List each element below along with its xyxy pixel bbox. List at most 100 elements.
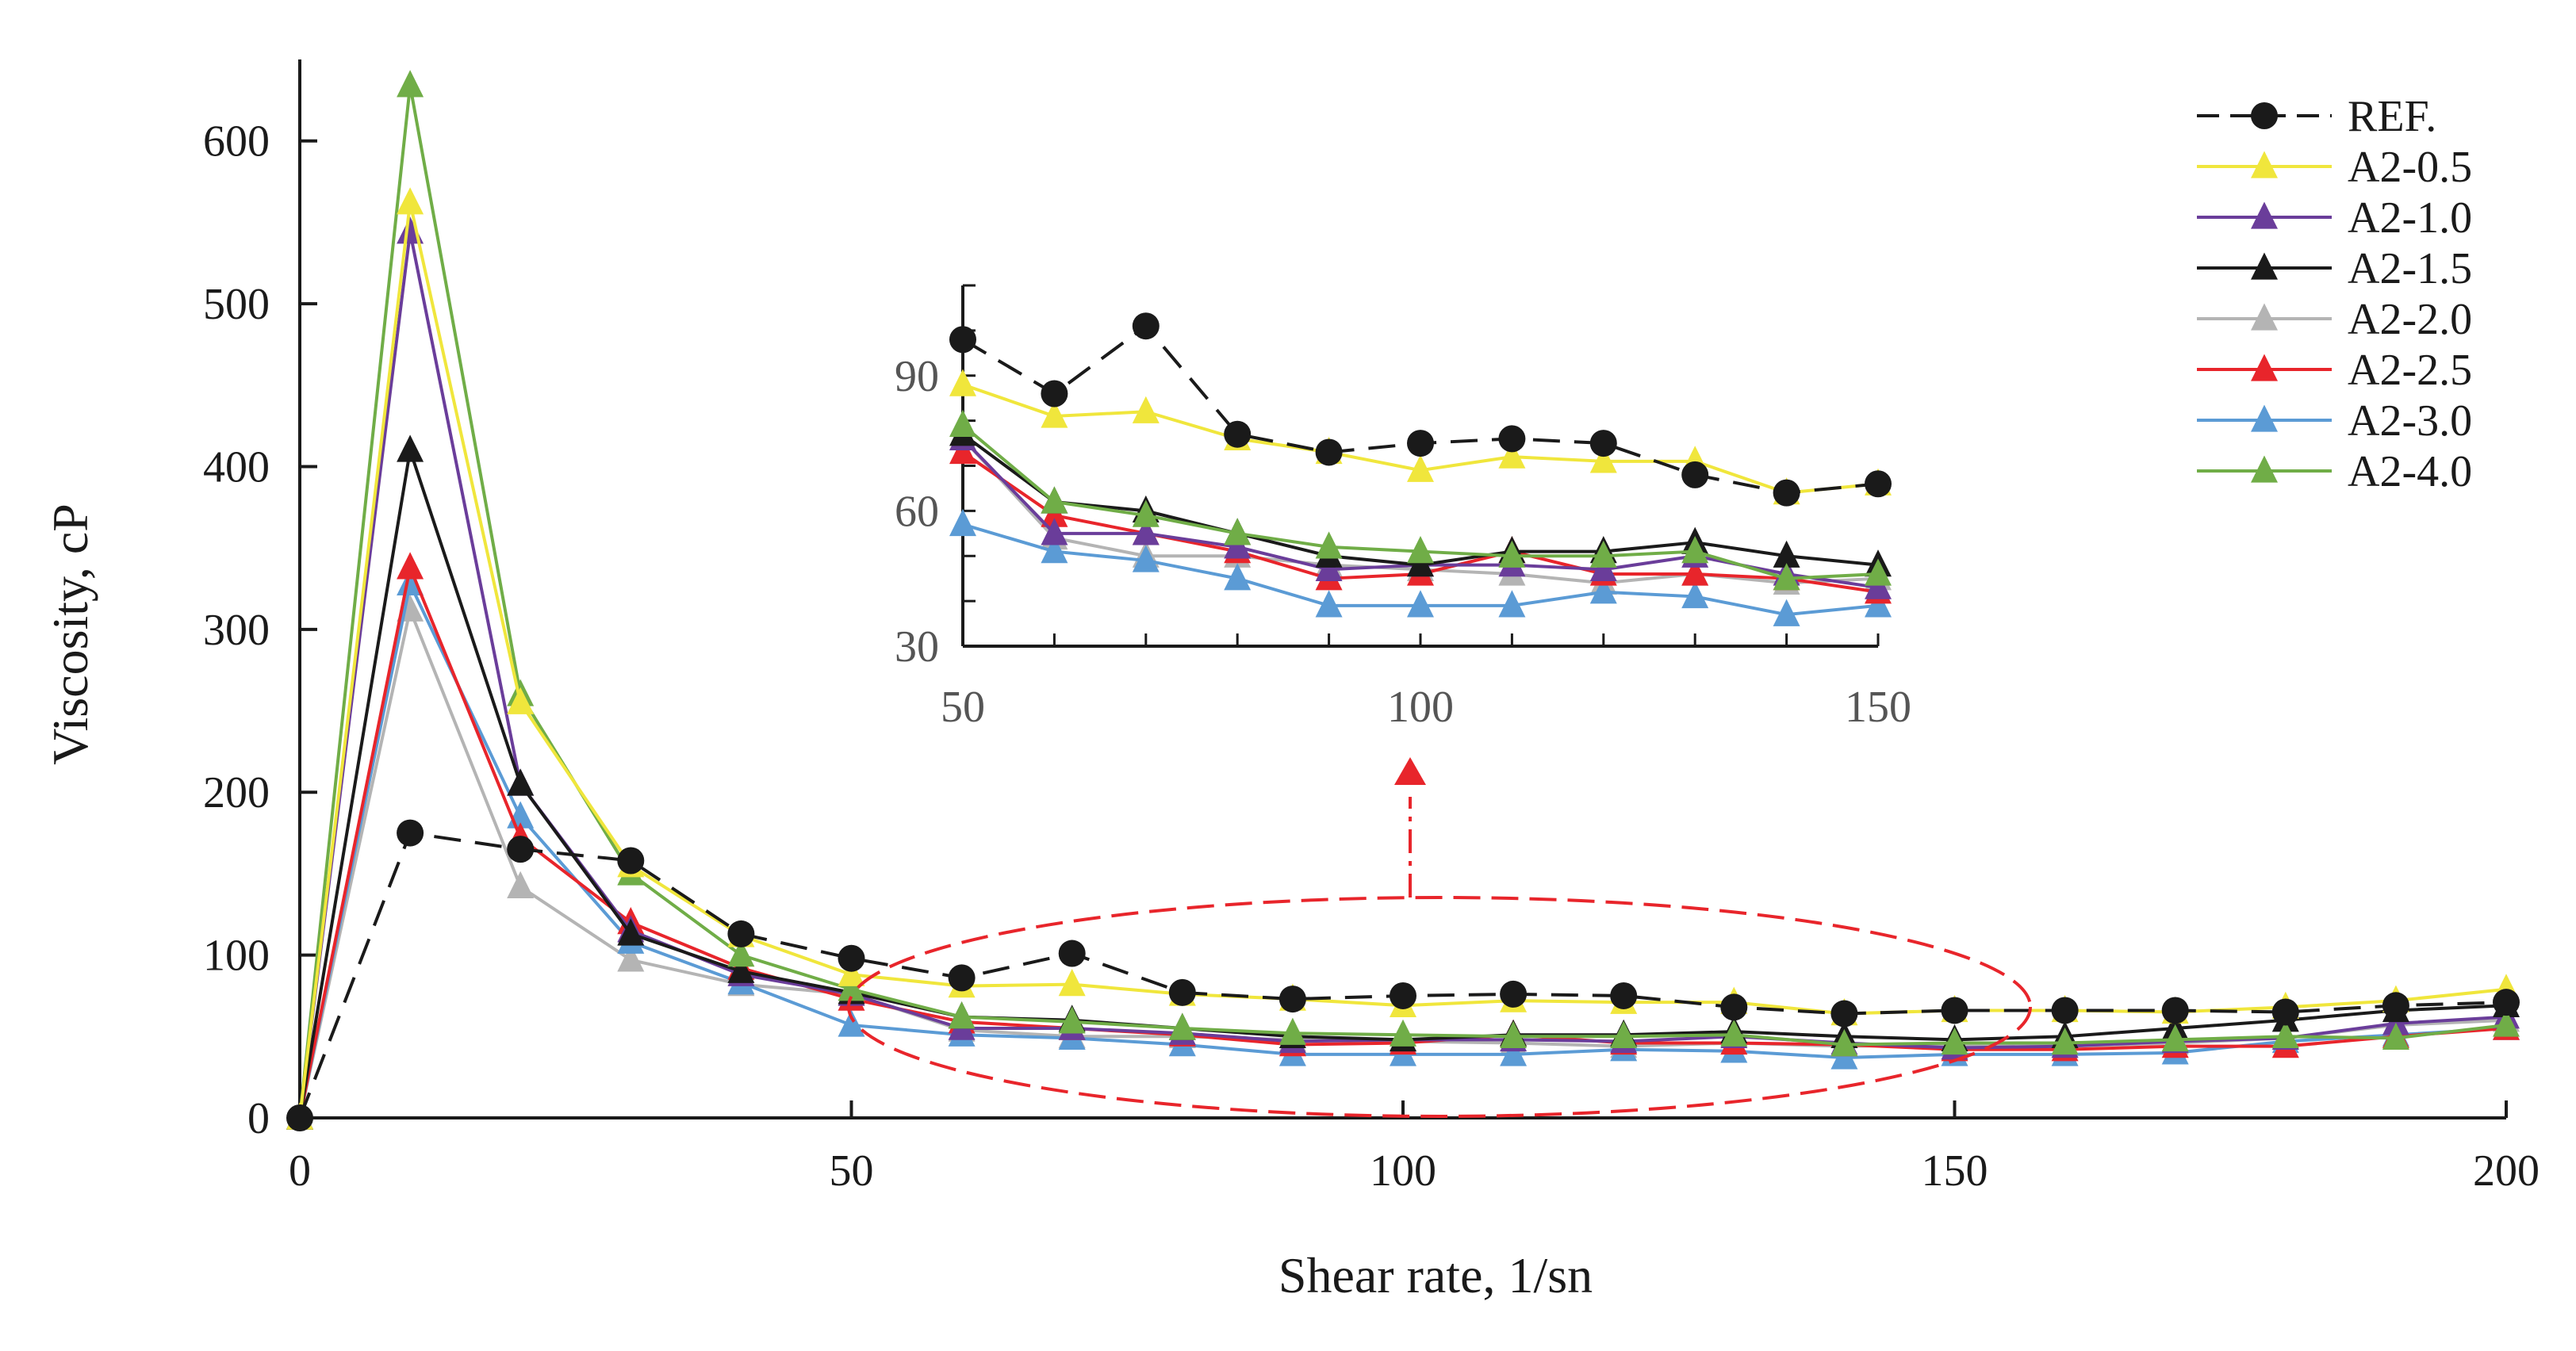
- main-data-point: [1390, 1019, 1416, 1047]
- main-data-point: [2382, 1022, 2409, 1051]
- main-data-point: [838, 959, 865, 986]
- inset-data-point: [1132, 499, 1160, 527]
- zoom-annotation: [847, 757, 2032, 1118]
- inset-data-point: [1315, 438, 1343, 466]
- legend-entry: A2-1.0: [2197, 193, 2472, 243]
- axis-titles: Shear rate, 1/sn Viscosity, cP: [42, 503, 1593, 1303]
- legend-entry: A2-3.0: [2197, 396, 2472, 446]
- inset-data-point: [1773, 479, 1800, 507]
- main-data-point: [2271, 998, 2299, 1026]
- main-data-point: [838, 1009, 865, 1037]
- main-data-point: [286, 1104, 313, 1131]
- legend-swatch-marker: [2251, 252, 2278, 280]
- main-data-point: [727, 940, 755, 967]
- main-data-point: [1390, 982, 1416, 1009]
- inset-data-point: [949, 326, 976, 354]
- legend-entry: A2-0.5: [2197, 143, 2472, 192]
- main-data-point: [397, 568, 424, 596]
- main-series-line: [298, 201, 2507, 1119]
- inset-plot: 30 60 90 50 100 150: [895, 284, 1911, 732]
- main-data-point: [1168, 1012, 1196, 1040]
- main-data-point: [507, 768, 535, 796]
- inset-data-point: [1498, 425, 1526, 453]
- legend-swatch-marker: [2251, 303, 2278, 331]
- main-data-point: [2161, 1024, 2189, 1052]
- main-data-point: [397, 70, 424, 98]
- main-data-point: [1830, 1029, 1858, 1057]
- legend-swatch-marker: [2251, 102, 2278, 129]
- inset-data-point: [1773, 540, 1800, 568]
- x-tick-label: 150: [1922, 1146, 1988, 1196]
- inset-data-point: [1224, 420, 1252, 448]
- inset-series: [949, 312, 1892, 507]
- inset-data-point: [1041, 486, 1068, 514]
- legend-entry: A2-4.0: [2197, 447, 2472, 496]
- main-data-point: [948, 964, 976, 992]
- x-tick-label: 50: [830, 1146, 874, 1196]
- inset-data-point: [1407, 536, 1434, 564]
- main-data-point: [2271, 1020, 2299, 1048]
- main-data-point: [617, 944, 645, 972]
- main-data-point: [1168, 978, 1196, 1006]
- main-data-point: [838, 944, 865, 972]
- inset-data-point: [1315, 531, 1343, 559]
- legend-entry: A2-2.0: [2197, 295, 2472, 344]
- legend-label: A2-4.0: [2348, 447, 2472, 496]
- inset-data-point: [1498, 441, 1526, 469]
- legend-entry: REF.: [2197, 92, 2436, 141]
- main-data-point: [397, 434, 424, 462]
- legend-label: REF.: [2348, 92, 2436, 141]
- inset-data-point: [1407, 590, 1434, 618]
- x-tick-label: 200: [2473, 1146, 2540, 1196]
- legend-label: A2-2.5: [2348, 346, 2472, 395]
- main-data-point: [397, 819, 424, 847]
- main-data-point: [1058, 940, 1086, 967]
- y-tick-label: 0: [247, 1094, 270, 1143]
- inset-data-point: [1681, 558, 1709, 586]
- main-data-point: [2493, 989, 2520, 1016]
- inset-data-point: [1132, 396, 1160, 423]
- inset-x-tick-label: 150: [1845, 683, 1911, 732]
- main-data-point: [727, 920, 755, 947]
- main-data-point: [397, 187, 424, 215]
- inset-data-point: [1315, 590, 1343, 618]
- legend-label: A2-0.5: [2348, 143, 2472, 192]
- legend-swatch-marker: [2251, 354, 2278, 381]
- inset-data-point: [1589, 446, 1617, 473]
- main-data-point: [507, 836, 535, 863]
- main-data-point: [2051, 1027, 2079, 1055]
- main-data-point: [2382, 992, 2409, 1020]
- y-tick-label: 300: [203, 606, 270, 655]
- legend-label: A2-1.0: [2348, 193, 2472, 243]
- y-tick-label: 100: [203, 932, 270, 981]
- inset-data-point: [1041, 518, 1068, 545]
- y-tick-label: 400: [203, 442, 270, 492]
- main-data-point: [1500, 1039, 1528, 1066]
- inset-data-point: [1498, 540, 1526, 568]
- zoom-arrow-head: [1394, 757, 1426, 785]
- inset-y-tick-label: 90: [895, 352, 939, 401]
- main-data-point: [1058, 969, 1086, 997]
- inset-data-point: [1041, 400, 1068, 428]
- inset-x-tick-label: 100: [1387, 683, 1454, 732]
- inset-data-point: [1498, 590, 1526, 618]
- inset-data-point: [1041, 380, 1068, 408]
- x-tick-label: 100: [1370, 1146, 1436, 1196]
- main-data-point: [727, 955, 755, 983]
- x-tick-label: 0: [289, 1146, 311, 1196]
- inset-series: [949, 409, 1892, 591]
- main-plot: 0 100 200 300 400 500 600 0 50 100 150 200: [203, 59, 2540, 1196]
- main-data-point: [838, 974, 865, 1001]
- main-data-point: [507, 687, 535, 714]
- main-data-point: [1058, 1006, 1086, 1034]
- y-tick-label: 500: [203, 280, 270, 329]
- main-data-point: [507, 871, 535, 899]
- main-data-point: [1610, 982, 1638, 1009]
- inset-data-point: [1865, 558, 1892, 586]
- inset-data-point: [1773, 563, 1800, 591]
- inset-data-point: [1681, 536, 1709, 564]
- inset-data-point: [1589, 576, 1617, 604]
- legend-label: A2-2.0: [2348, 295, 2472, 344]
- legend-swatch-marker: [2251, 455, 2278, 483]
